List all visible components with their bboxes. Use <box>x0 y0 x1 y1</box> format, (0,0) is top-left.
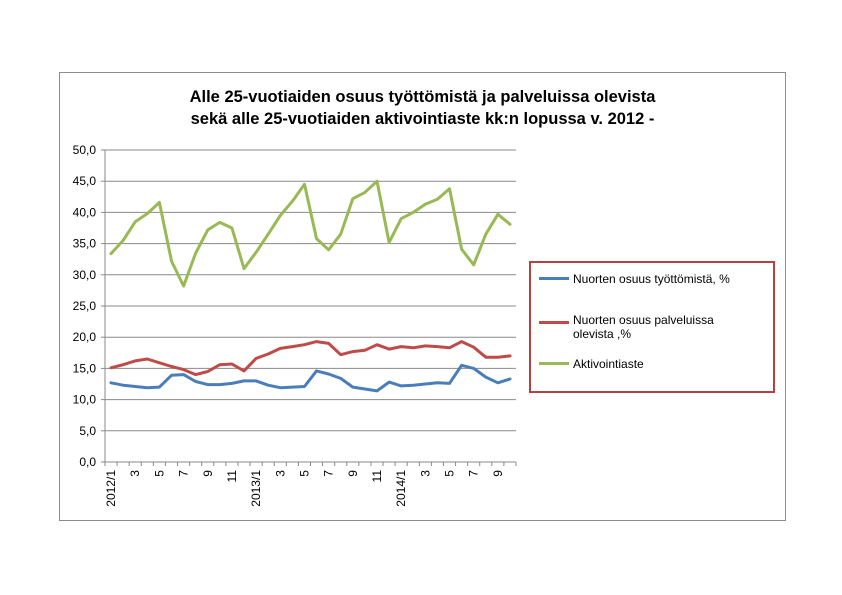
series-line-1 <box>109 363 512 393</box>
chart-title-line-2: sekä alle 25-vuotiaiden aktivointiaste k… <box>190 110 655 128</box>
x-tick-label: 5 <box>443 470 457 477</box>
x-tick-label: 5 <box>297 470 311 477</box>
y-tick-label: 50,0 <box>73 143 97 157</box>
y-tick-label: 40,0 <box>73 205 97 219</box>
y-tick-label: 15,0 <box>73 361 97 375</box>
x-tick-label: 3 <box>418 470 432 477</box>
x-tick-label: 9 <box>346 470 360 477</box>
chart-title: Alle 25-vuotiaiden osuus työttömistä ja … <box>59 86 786 130</box>
y-tick-label: 35,0 <box>73 237 97 251</box>
y-tick-label: 5,0 <box>79 424 96 438</box>
x-tick-label: 2012/1 <box>104 470 118 507</box>
x-tick-label: 7 <box>467 470 481 477</box>
y-tick-label: 0,0 <box>79 455 96 469</box>
y-tick-label: 10,0 <box>73 393 97 407</box>
x-tick-label: 7 <box>177 470 191 477</box>
x-tick-label: 2014/1 <box>394 470 408 507</box>
legend-swatch-palvelut <box>539 321 569 324</box>
legend: Nuorten osuus työttömistä, % Nuorten osu… <box>529 261 775 393</box>
y-tick-label: 20,0 <box>73 330 97 344</box>
x-tick-label: 11 <box>370 470 384 483</box>
x-tick-label: 9 <box>201 470 215 477</box>
legend-label-aktivointi: Aktivointiaste <box>573 357 644 371</box>
chart-title-line-1: Alle 25-vuotiaiden osuus työttömistä ja … <box>189 88 656 106</box>
x-tick-label: 3 <box>128 470 142 477</box>
x-tick-label: 7 <box>322 470 336 477</box>
y-tick-label: 30,0 <box>73 268 97 282</box>
x-tick-label: 11 <box>225 470 239 483</box>
chart-frame <box>59 72 786 521</box>
legend-swatch-tyottomat <box>539 277 569 280</box>
x-tick-label: 5 <box>152 470 166 477</box>
legend-label-palvelut: Nuorten osuus palveluissa olevista ,% <box>573 313 714 341</box>
x-tick-label: 9 <box>491 470 505 477</box>
series-line-3 <box>109 179 512 288</box>
y-tick-label: 45,0 <box>73 174 97 188</box>
x-tick-label: 2013/1 <box>249 470 263 507</box>
legend-label-tyottomat: Nuorten osuus työttömistä, % <box>573 272 730 286</box>
y-tick-label: 25,0 <box>73 299 97 313</box>
x-tick-label: 3 <box>273 470 287 477</box>
legend-swatch-aktivointi <box>539 362 569 365</box>
series-line-2 <box>109 340 512 377</box>
